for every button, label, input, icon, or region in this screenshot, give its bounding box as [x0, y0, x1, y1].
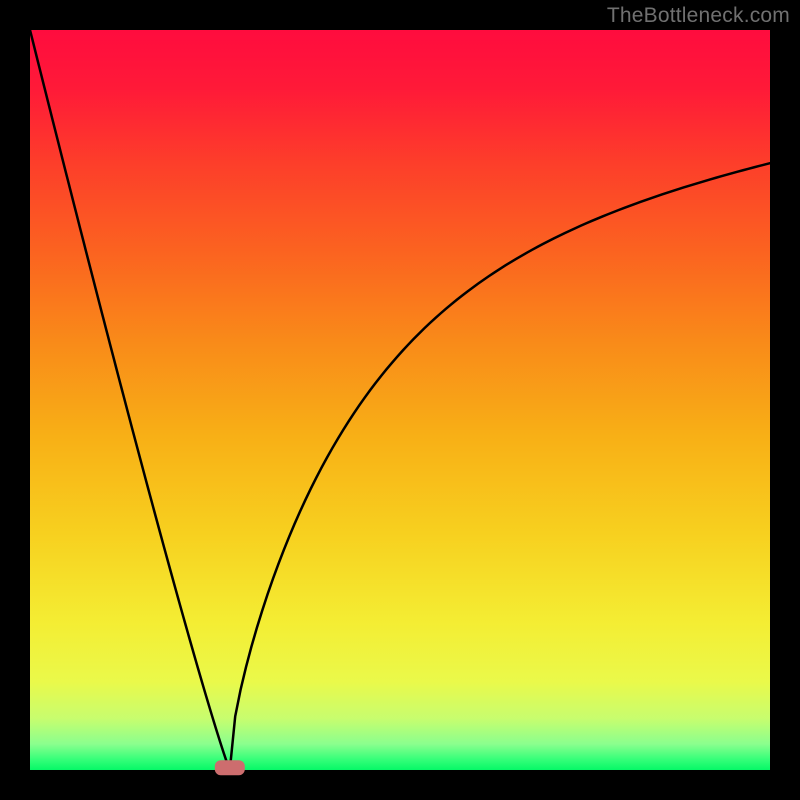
dip-marker: [215, 760, 245, 775]
chart-container: TheBottleneck.com: [0, 0, 800, 800]
watermark-text: TheBottleneck.com: [607, 4, 790, 28]
bottleneck-chart-svg: [0, 0, 800, 800]
plot-background-gradient: [30, 30, 770, 770]
